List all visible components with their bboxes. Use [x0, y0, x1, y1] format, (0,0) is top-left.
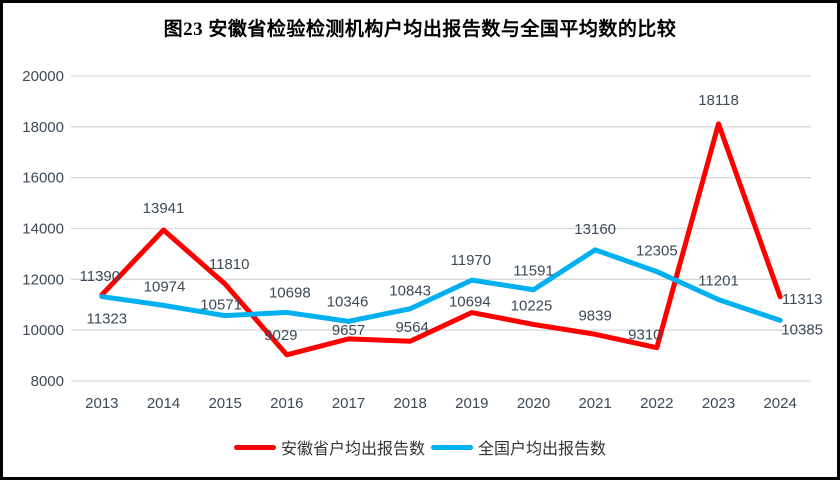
- data-label-s1-2013: 11323: [87, 311, 128, 328]
- y-axis-label-20000: 20000: [22, 68, 64, 85]
- data-label-s1-2019: 11970: [451, 252, 492, 269]
- data-label-s1-2018: 10843: [389, 283, 431, 300]
- y-axis-label-14000: 14000: [22, 221, 64, 238]
- data-label-s0-2022: 9310: [628, 327, 661, 344]
- data-label-s0-2023: 18118: [698, 92, 739, 109]
- x-axis-label-2022: 2022: [640, 395, 673, 412]
- data-label-s0-2018: 9564: [395, 319, 428, 336]
- legend-label-national: 全国户均出报告数: [478, 441, 607, 458]
- y-axis-label-12000: 12000: [22, 271, 64, 288]
- data-label-s1-2024: 10385: [781, 321, 823, 338]
- legend-label-anhui: 安徽省户均出报告数: [280, 441, 425, 458]
- data-label-s1-2017: 10346: [327, 293, 369, 310]
- data-label-s0-2024: 11313: [782, 291, 823, 308]
- data-label-s0-2019: 10694: [449, 294, 491, 311]
- data-label-s0-2015: 11810: [209, 256, 250, 273]
- legend-item-anhui: 安徽省户均出报告数: [233, 435, 425, 459]
- chart-legend: 安徽省户均出报告数 全国户均出报告数: [3, 435, 837, 459]
- x-axis-label-2019: 2019: [455, 395, 488, 412]
- x-axis-label-2016: 2016: [270, 395, 303, 412]
- y-axis-label-8000: 8000: [31, 373, 64, 390]
- data-label-s0-2013: 11390: [80, 268, 121, 285]
- line-chart-canvas: 8000 10000 12000 14000 16000 18000 20000 2013 20…: [22, 68, 823, 412]
- x-axis-label-2013: 2013: [85, 395, 118, 412]
- series-line-1: [99, 247, 783, 324]
- blue-line-swatch: [431, 444, 473, 450]
- x-axis-label-2024: 2024: [763, 395, 796, 412]
- data-label-s1-2015: 10571: [200, 297, 242, 314]
- red-line-swatch: [233, 444, 276, 450]
- data-label-s1-2020: 11591: [513, 263, 554, 280]
- x-axis-label-2021: 2021: [578, 395, 611, 412]
- x-axis-label-2018: 2018: [393, 395, 426, 412]
- data-label-s0-2017: 9657: [332, 322, 365, 339]
- x-axis-label-2015: 2015: [208, 395, 241, 412]
- data-label-s1-2014: 10974: [144, 278, 186, 295]
- x-axis-label-2017: 2017: [332, 395, 365, 412]
- x-axis-label-2014: 2014: [147, 395, 180, 412]
- series-line-0: [99, 121, 783, 358]
- data-label-s1-2023: 11201: [698, 273, 739, 290]
- y-axis-label-16000: 16000: [22, 170, 64, 187]
- chart-title: 图23 安徽省检验检测机构户均出报告数与全国平均数的比较: [163, 19, 677, 40]
- data-label-s0-2014: 13941: [143, 200, 185, 217]
- data-label-s0-2021: 9839: [578, 307, 611, 324]
- legend-item-national: 全国户均出报告数: [431, 435, 606, 459]
- y-axis-label-18000: 18000: [22, 119, 64, 136]
- x-axis-label-2020: 2020: [517, 395, 550, 412]
- y-axis-label-10000: 10000: [22, 322, 64, 339]
- data-label-s0-2016: 9029: [264, 327, 297, 344]
- x-axis-label-2023: 2023: [702, 395, 735, 412]
- data-label-s0-2020: 10225: [511, 297, 553, 314]
- data-label-s1-2021: 13160: [574, 221, 616, 238]
- data-label-s1-2016: 10698: [269, 284, 311, 301]
- data-label-s1-2022: 12305: [636, 243, 678, 260]
